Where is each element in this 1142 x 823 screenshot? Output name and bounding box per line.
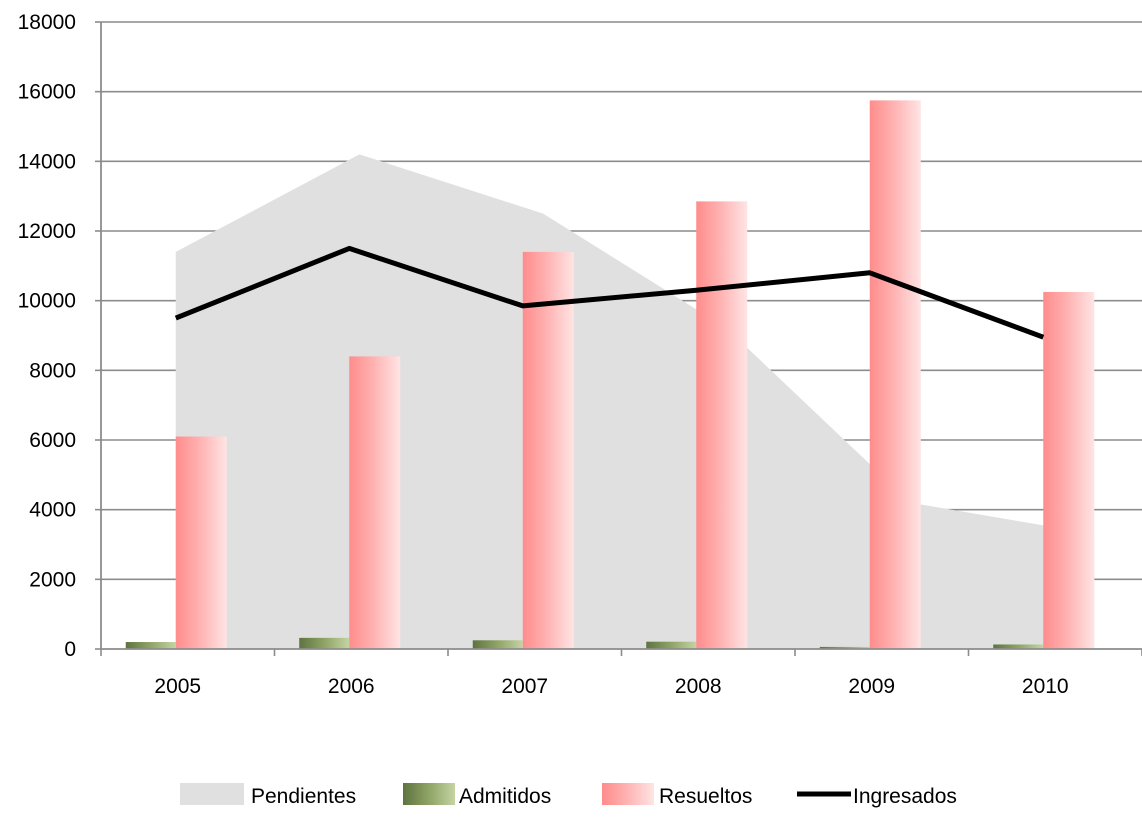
pendientes-area xyxy=(175,154,1095,649)
resueltos-bar xyxy=(696,201,748,649)
y-tick-label: 14000 xyxy=(18,150,76,173)
resueltos-bar xyxy=(1043,291,1095,649)
y-tick-label: 8000 xyxy=(29,359,76,382)
y-tick-label: 6000 xyxy=(29,429,76,452)
x-tick-label: 2010 xyxy=(1022,675,1069,698)
legend-swatch-pendientes xyxy=(180,783,244,805)
resueltos-bar xyxy=(175,436,227,649)
x-tick-label: 2006 xyxy=(328,675,375,698)
x-tick-label: 2007 xyxy=(501,675,548,698)
y-tick-label: 18000 xyxy=(18,11,76,34)
y-tick-label: 4000 xyxy=(29,499,76,522)
x-tick-label: 2005 xyxy=(154,675,201,698)
y-tick-label: 2000 xyxy=(29,568,76,591)
admitidos-bar xyxy=(125,642,176,649)
legend-swatch-admitidos xyxy=(403,783,455,805)
axes: 0 2000 4000 6000 8000 10000 12000 14000 16000 180… xyxy=(18,11,1142,698)
legend-label-ingresados: Ingresados xyxy=(853,785,957,808)
legend-swatch-resueltos xyxy=(602,783,654,805)
admitidos-bar xyxy=(299,637,350,649)
y-tick-label: 10000 xyxy=(18,290,76,313)
pendientes-area-layer xyxy=(175,154,1095,649)
y-tick-label: 12000 xyxy=(18,220,76,243)
bars-layer xyxy=(125,100,1095,649)
y-tick-label: 16000 xyxy=(18,81,76,104)
legend-label-resueltos: Resueltos xyxy=(659,785,752,808)
resueltos-bar xyxy=(349,356,401,649)
ingresados-line-layer xyxy=(174,245,1045,340)
legend: Pendientes Admitidos Resueltos Ingresados xyxy=(180,783,957,808)
legend-label-pendientes: Pendientes xyxy=(251,785,356,808)
x-tick-label: 2008 xyxy=(675,675,722,698)
y-tick-label: 0 xyxy=(64,638,76,661)
legend-label-admitidos: Admitidos xyxy=(459,785,551,808)
admitidos-bar xyxy=(646,641,697,649)
admitidos-bar xyxy=(993,644,1044,649)
resueltos-bar xyxy=(522,251,574,649)
admitidos-bar xyxy=(819,646,870,649)
admitidos-bar xyxy=(472,640,523,649)
ingresados-line xyxy=(174,245,1045,340)
resueltos-bar xyxy=(869,100,921,649)
x-tick-label: 2009 xyxy=(848,675,895,698)
